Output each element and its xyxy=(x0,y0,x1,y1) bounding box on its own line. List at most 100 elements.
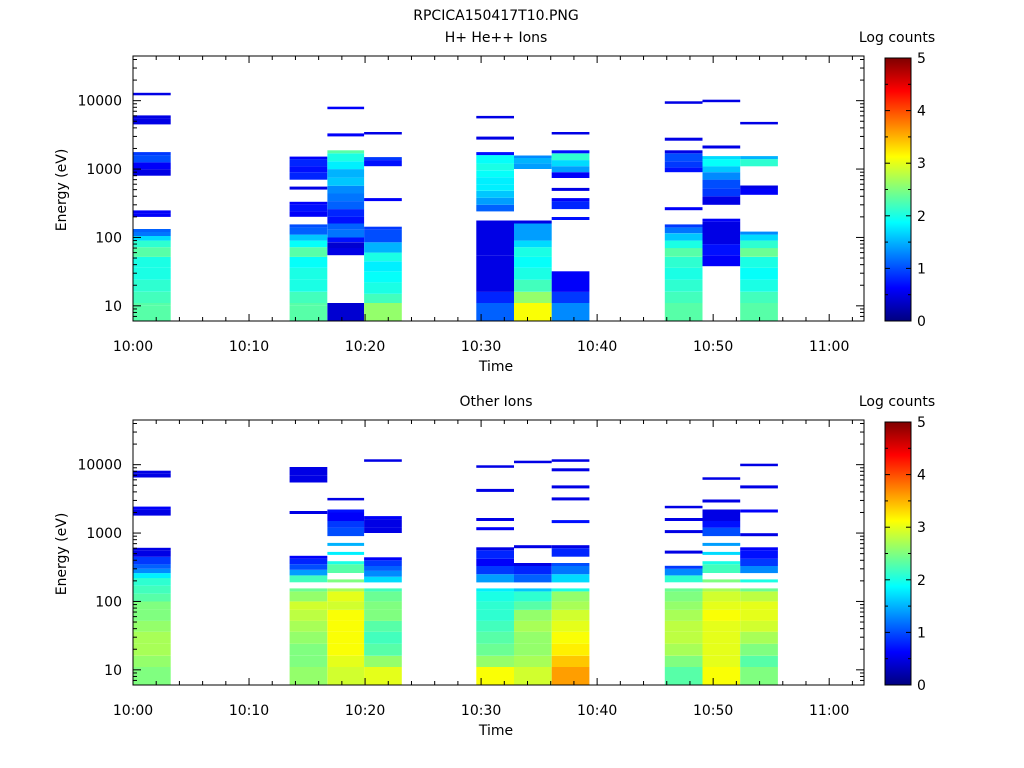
spectrogram-cell xyxy=(514,163,552,169)
x-tick-label: 10:00 xyxy=(113,339,153,355)
spectrogram-cell xyxy=(364,631,402,644)
spectrogram-cell xyxy=(476,291,514,303)
y-tick-label: 100 xyxy=(95,594,122,610)
spectrogram-cell xyxy=(551,187,590,191)
colorbar-tick-label: 5 xyxy=(917,415,926,431)
spectrogram-cell xyxy=(289,247,328,257)
spectrogram-cell xyxy=(133,573,171,579)
spectrogram-cell xyxy=(740,248,778,257)
colorbar-tick-label: 2 xyxy=(917,573,926,589)
spectrogram-cell xyxy=(133,506,171,510)
spectrogram-cell xyxy=(551,166,590,173)
spectrogram-cell xyxy=(133,547,171,551)
x-tick-label: 10:20 xyxy=(345,339,385,355)
spectrogram-cell xyxy=(702,99,741,103)
panel-h-he-ions: H+ He++ Ions Time Energy (eV) Log counts… xyxy=(54,30,935,375)
y-axis-label: Energy (eV) xyxy=(54,149,70,232)
spectrogram-cell xyxy=(514,667,552,685)
colorbar-tick-label: 4 xyxy=(917,104,926,120)
x-tick-label: 10:50 xyxy=(693,339,733,355)
spectrogram-cell xyxy=(702,166,741,173)
spectrogram-cell xyxy=(476,527,514,531)
spectrogram-cell xyxy=(551,468,590,472)
spectrogram-cell xyxy=(740,121,778,125)
spectrogram-cell xyxy=(327,542,365,546)
spectrogram-cell xyxy=(289,631,328,644)
spectrogram-cell xyxy=(289,166,328,173)
spectrogram-cell xyxy=(551,655,590,667)
spectrogram-cell xyxy=(364,459,402,462)
spectrogram-cell xyxy=(476,574,514,583)
spectrogram-cell xyxy=(740,601,778,610)
spectrogram-cell xyxy=(327,161,365,170)
panel-title: Other Ions xyxy=(459,394,532,410)
spectrogram-cell xyxy=(514,631,552,644)
spectrogram-cell xyxy=(327,169,365,178)
spectrogram-cell xyxy=(133,585,171,594)
spectrogram-cell xyxy=(364,570,402,577)
spectrogram-cell xyxy=(740,631,778,644)
spectrogram-cell xyxy=(327,201,365,210)
spectrogram-cell xyxy=(702,159,741,167)
spectrogram-cell xyxy=(551,563,590,566)
spectrogram-cell xyxy=(740,234,778,241)
colorbar: Log counts 0 1 2 3 4 5 xyxy=(859,30,935,330)
spectrogram-cell xyxy=(364,282,402,294)
spectrogram-cell xyxy=(289,467,328,470)
spectrogram-cell xyxy=(514,563,552,566)
spectrogram-cell xyxy=(327,223,365,230)
spectrogram-cell xyxy=(289,256,328,268)
spectrogram-cell xyxy=(702,145,741,149)
spectrogram-cell xyxy=(664,233,703,241)
spectrogram-cell xyxy=(664,303,703,321)
spectrogram-cell xyxy=(476,184,514,191)
spectrogram-cell xyxy=(740,610,778,621)
spectrogram-cell xyxy=(702,551,741,555)
spectrogram-cell xyxy=(289,643,328,656)
spectrogram-cell xyxy=(289,234,328,241)
spectrogram-cell xyxy=(702,244,741,256)
spectrogram-cell xyxy=(289,291,328,303)
spectrogram-cell xyxy=(327,620,365,632)
spectrogram-cell xyxy=(551,520,590,524)
spectrogram-cell xyxy=(327,106,365,110)
spectrogram-cell xyxy=(133,256,171,268)
spectrogram-cell xyxy=(664,267,703,280)
spectrogram-cell xyxy=(476,170,514,178)
spectrogram-cell xyxy=(514,256,552,268)
spectrogram-cell xyxy=(327,133,365,137)
spectrogram-cell xyxy=(740,579,778,583)
spectrogram-cell xyxy=(327,150,365,154)
spectrogram-cell xyxy=(664,167,703,173)
spectrogram-cell xyxy=(476,190,514,198)
spectrogram-cell xyxy=(702,591,741,602)
spectrogram-cell xyxy=(327,209,365,217)
spectrogram-cell xyxy=(664,240,703,249)
spectrogram-cell xyxy=(664,588,703,592)
spectrogram-cell xyxy=(289,575,328,583)
spectrogram-cell xyxy=(702,196,741,205)
spectrogram-cell xyxy=(702,499,741,503)
spectrogram-cell xyxy=(364,236,402,243)
spectrogram-cell xyxy=(133,305,171,321)
colorbar-tick-label: 3 xyxy=(917,156,926,172)
spectrogram-cell xyxy=(702,172,741,180)
spectrogram-cell xyxy=(514,279,552,292)
spectrogram-cell xyxy=(133,667,171,685)
spectrogram-cell xyxy=(327,193,365,202)
spectrogram-cell xyxy=(364,226,402,230)
y-tick-label: 10000 xyxy=(77,94,122,110)
spectrogram-cell xyxy=(664,667,703,685)
spectrogram-cell xyxy=(740,156,778,160)
spectrogram-cell xyxy=(289,305,328,321)
spectrogram-cell xyxy=(133,236,171,241)
spectrogram-cell xyxy=(364,566,402,571)
spectrogram-cell xyxy=(664,137,703,141)
colorbar-tick-label: 2 xyxy=(917,209,926,225)
spectrogram-cell xyxy=(476,220,514,224)
spectrogram-cell xyxy=(740,231,778,235)
y-tick-label: 10 xyxy=(104,299,122,315)
spectrogram-cell xyxy=(551,545,590,549)
spectrogram-cell xyxy=(476,667,514,685)
spectrogram-cell xyxy=(364,293,402,303)
